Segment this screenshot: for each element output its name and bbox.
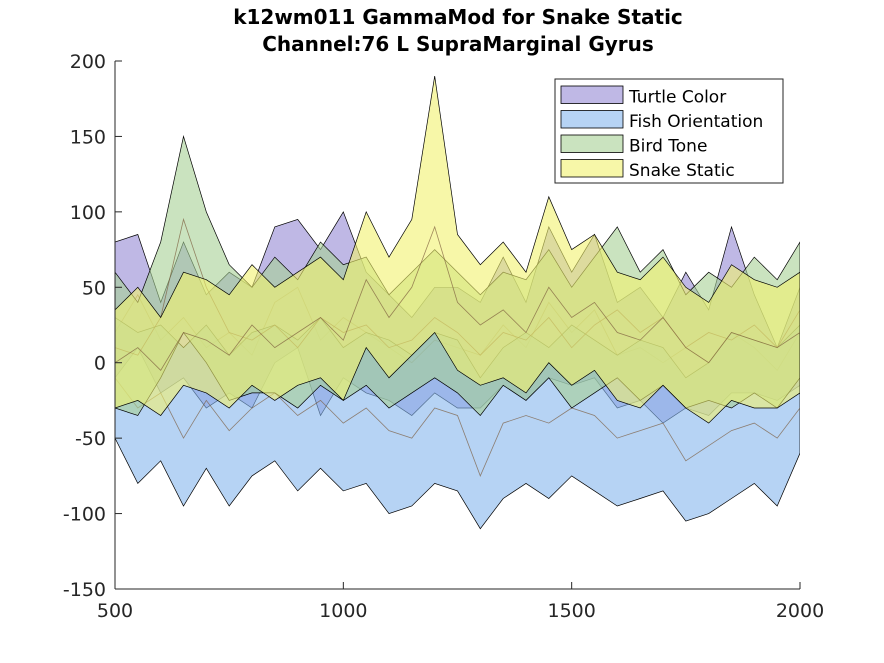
y-tick-label: 100 — [70, 202, 106, 224]
legend-label-bird-tone: Bird Tone — [629, 137, 707, 157]
y-tick-label: -100 — [63, 504, 106, 526]
y-tick-label: -150 — [63, 579, 106, 601]
mean-line-snake-static — [115, 225, 800, 371]
legend-label-snake-static: Snake Static — [629, 161, 735, 181]
y-tick-label: -50 — [75, 428, 106, 450]
legend-swatch-fish-orientation — [560, 110, 624, 129]
legend-swatch-bird-tone — [560, 134, 624, 153]
x-tick-label: 1500 — [547, 600, 595, 622]
legend: Turtle Color Fish Orientation Bird Tone Sna… — [554, 78, 784, 184]
y-tick-label: 50 — [82, 277, 106, 299]
legend-swatch-turtle-color — [560, 85, 624, 104]
chart-title: k12wm011 GammaMod for Snake Static — [233, 5, 683, 29]
y-tick-label: 200 — [70, 51, 106, 73]
y-tick-label: 0 — [94, 353, 106, 375]
legend-label-turtle-color: Turtle Color — [628, 88, 726, 108]
legend-swatch-snake-static — [560, 159, 624, 178]
plot-area — [115, 76, 800, 530]
legend-label-fish-orientation: Fish Orientation — [629, 112, 763, 132]
x-tick-label: 500 — [97, 600, 133, 622]
chart-subtitle: Channel:76 L SupraMarginal Gyrus — [262, 32, 654, 56]
x-tick-label: 1000 — [319, 600, 367, 622]
x-tick-label: 2000 — [776, 600, 824, 622]
y-tick-label: 150 — [70, 126, 106, 148]
mean-line-fish-orientation — [115, 377, 800, 477]
